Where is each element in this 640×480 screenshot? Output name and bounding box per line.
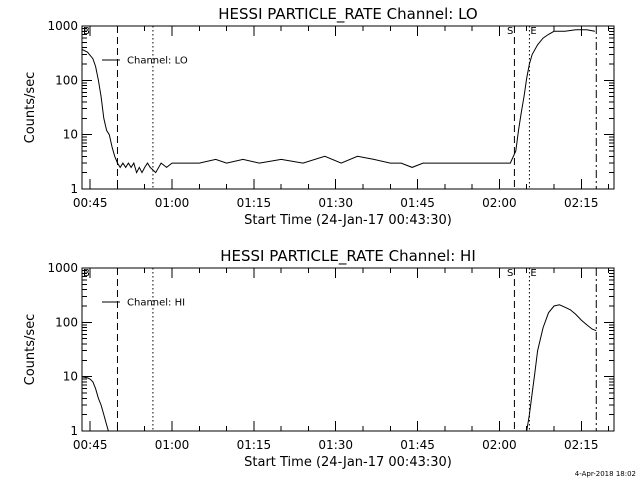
footer-timestamp: 4-Apr-2018 18:02 (575, 470, 636, 478)
marker-label: E (530, 268, 536, 279)
x-tick-label: 01:15 (237, 196, 272, 210)
marker-label: S (507, 26, 513, 37)
x-tick-label: 01:15 (237, 438, 272, 452)
series-line (82, 29, 595, 174)
x-tick-label: 02:00 (482, 196, 517, 210)
series-line (82, 304, 597, 431)
x-tick-label: 02:15 (564, 438, 599, 452)
y-axis-label: Counts/sec (23, 314, 38, 386)
y-tick-label: 1 (70, 424, 78, 438)
y-tick-label: 10 (63, 128, 78, 142)
x-tick-label: 01:45 (400, 196, 435, 210)
y-axis-label: Counts/sec (23, 72, 38, 144)
y-tick-label: 1 (70, 182, 78, 196)
y-tick-label: 1000 (47, 19, 78, 33)
x-tick-label: 00:45 (73, 438, 108, 452)
marker-label: E (530, 26, 536, 37)
plot-frame (81, 25, 615, 190)
legend-label: Channel: HI (127, 298, 185, 309)
x-tick-label: 01:00 (155, 438, 190, 452)
x-tick-label: 01:30 (318, 196, 353, 210)
y-tick-label: 1000 (47, 261, 78, 275)
x-tick-label: 01:45 (400, 438, 435, 452)
x-axis-label: Start Time (24-Jan-17 00:43:30) (244, 455, 452, 470)
chart-title: HESSI PARTICLE_RATE Channel: LO (218, 5, 477, 24)
x-tick-label: 01:00 (155, 196, 190, 210)
x-tick-label: 01:30 (318, 438, 353, 452)
x-tick-label: 02:00 (482, 438, 517, 452)
x-axis-label: Start Time (24-Jan-17 00:43:30) (244, 213, 452, 228)
y-tick-label: 100 (55, 73, 78, 87)
marker-label: B (83, 26, 90, 37)
x-tick-label: 00:45 (73, 196, 108, 210)
y-tick-label: 100 (55, 315, 78, 329)
chart-panel-hi: HESSI PARTICLE_RATE Channel: HI 1 10 100 100… (23, 247, 615, 470)
x-tick-label: 02:15 (564, 196, 599, 210)
chart-panel-lo: HESSI PARTICLE_RATE Channel: LO 1 10 100 100… (23, 5, 615, 228)
legend-label: Channel: LO (127, 56, 188, 67)
marker-label: S (507, 268, 513, 279)
y-tick-label: 10 (63, 370, 78, 384)
marker-label: B (83, 268, 90, 279)
chart-title: HESSI PARTICLE_RATE Channel: HI (220, 247, 476, 266)
plot-frame (81, 267, 615, 432)
